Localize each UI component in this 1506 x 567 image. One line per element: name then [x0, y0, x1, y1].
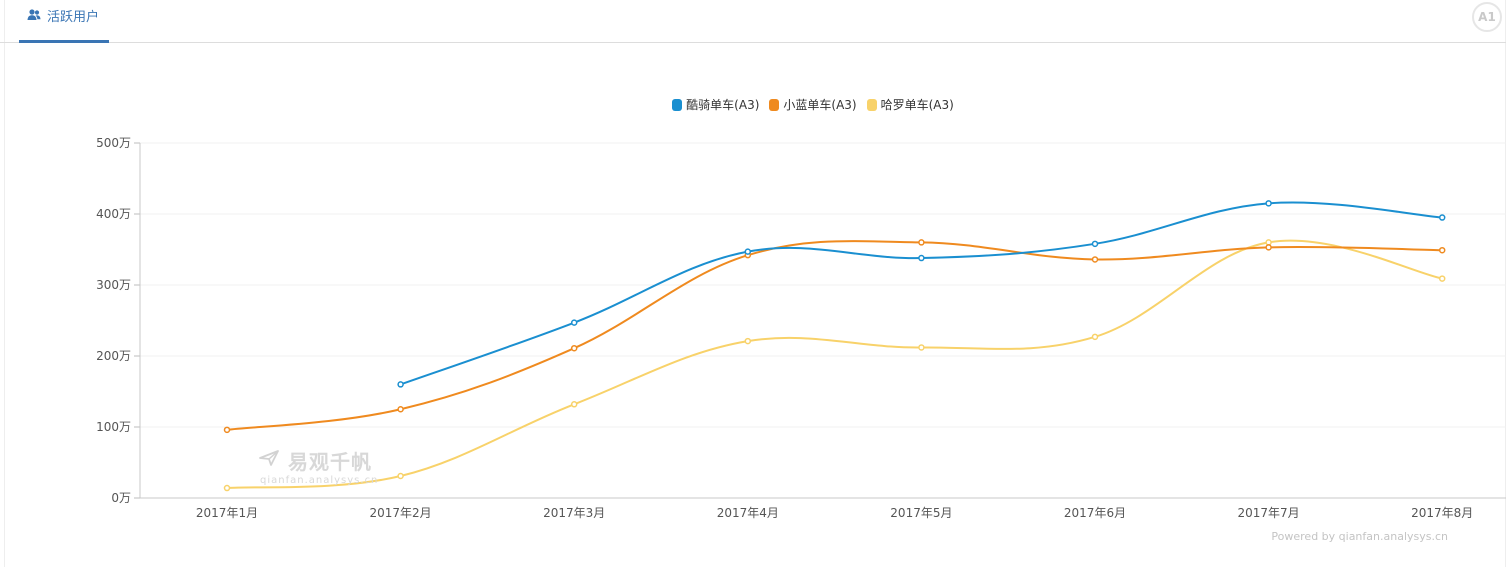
data-point-series-2	[1091, 333, 1099, 341]
x-tick-label: 2017年5月	[890, 506, 952, 520]
tab-active-users[interactable]: 活跃用户	[19, 0, 109, 43]
x-tick-label: 2017年4月	[717, 506, 779, 520]
data-point-series-0	[1265, 200, 1272, 207]
data-point-series-1	[223, 426, 231, 434]
legend-swatch	[769, 98, 780, 111]
legend-label: 酷骑单车(A3)	[686, 98, 760, 112]
y-tick-label: 200万	[96, 349, 131, 363]
users-icon	[27, 8, 41, 22]
data-point-series-1	[918, 239, 925, 246]
data-point-series-1	[1265, 244, 1272, 251]
x-tick-label: 2017年8月	[1411, 506, 1473, 520]
x-tick-label: 2017年7月	[1238, 506, 1300, 520]
a1-badge: A1	[1472, 2, 1502, 32]
data-point-series-0	[1438, 214, 1446, 221]
chart-legend: 酷骑单车(A3) 小蓝单车(A3) 哈罗单车(A3)	[0, 96, 1506, 113]
y-tick-label: 100万	[96, 420, 131, 434]
y-tick-label: 500万	[96, 136, 131, 150]
y-tick-label: 300万	[96, 278, 131, 292]
tab-label: 活跃用户	[47, 9, 100, 25]
data-point-series-2	[918, 344, 925, 351]
series-line-2	[226, 239, 1444, 490]
x-tick-label: 2017年3月	[543, 506, 605, 520]
data-point-series-0	[918, 254, 925, 262]
data-point-series-0	[570, 319, 578, 326]
data-point-series-1	[1438, 246, 1446, 254]
legend-label: 小蓝单车(A3)	[783, 98, 857, 112]
data-point-series-1	[397, 406, 404, 413]
legend-item-series-2[interactable]: 哈罗单车(A3)	[866, 96, 954, 113]
data-point-series-2	[397, 472, 404, 480]
data-point-series-1	[570, 344, 578, 352]
legend-label: 哈罗单车(A3)	[880, 98, 954, 112]
legend-item-series-1[interactable]: 小蓝单车(A3)	[769, 96, 857, 113]
x-tick-label: 2017年1月	[196, 506, 258, 520]
data-point-series-0	[397, 381, 404, 388]
data-point-series-2	[223, 484, 231, 492]
data-point-series-2	[570, 401, 578, 408]
legend-swatch	[672, 98, 683, 111]
powered-by: Powered by qianfan.analysys.cn	[1271, 530, 1448, 543]
data-point-series-2	[744, 337, 752, 345]
data-point-series-1	[1091, 256, 1099, 263]
data-point-series-0	[1091, 240, 1099, 248]
legend-swatch	[866, 98, 877, 111]
y-tick-label: 0万	[111, 491, 131, 505]
legend-item-series-0[interactable]: 酷骑单车(A3)	[672, 96, 759, 113]
x-tick-label: 2017年6月	[1064, 506, 1126, 520]
data-point-series-2	[1438, 275, 1446, 282]
x-tick-label: 2017年2月	[370, 506, 432, 520]
series-line-0	[399, 201, 1444, 386]
data-point-series-0	[744, 248, 752, 255]
tab-bar: 活跃用户 A1	[0, 0, 1506, 43]
y-tick-label: 400万	[96, 207, 131, 221]
series-line-1	[226, 240, 1444, 431]
